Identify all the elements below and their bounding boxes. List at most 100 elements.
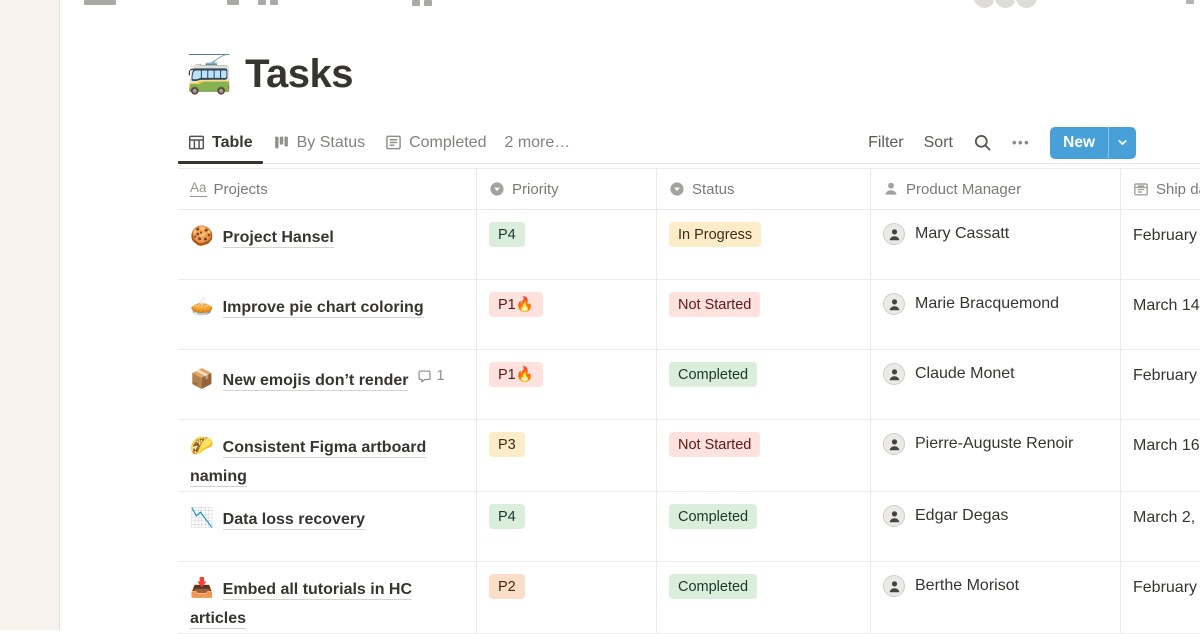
tab-label: Completed [409,133,487,151]
avatar [883,433,905,455]
status-tag[interactable]: Completed [669,504,758,529]
status-tag[interactable]: Not Started [669,292,761,317]
tab-label: By Status [296,133,366,151]
page-title[interactable]: Tasks [245,52,354,96]
priority-cell[interactable]: P3 [476,420,656,492]
page-emoji-icon: 🍪 [190,226,214,247]
priority-tag[interactable]: P4 [489,222,525,247]
person-property-icon [885,182,897,195]
topbar-remnant [270,0,278,5]
product-manager-cell[interactable]: Marie Bracquemond [870,280,1120,350]
project-link[interactable]: Embed all tutorials in HC articles [190,581,413,629]
priority-cell[interactable]: P1🔥 [476,350,656,420]
project-cell[interactable]: 🥧 Improve pie chart coloring [178,280,476,350]
status-tag[interactable]: Completed [669,362,758,387]
pm-name: Claude Monet [915,365,1015,382]
search-icon[interactable] [973,133,992,152]
status-cell[interactable]: Completed [656,562,870,634]
priority-cell[interactable]: P4 [476,492,656,562]
table-row: 📦 New emojis don’t render 1 P1🔥 Completed … [178,350,1200,420]
product-manager-cell[interactable]: Pierre-Auguste Renoir [870,420,1120,492]
status-tag[interactable]: Not Started [669,432,761,457]
page-emoji-icon[interactable]: 🚎 [186,54,233,95]
ship-date-cell[interactable]: February [1120,562,1200,634]
column-header-status[interactable]: Status [656,169,870,209]
table-row: 🥧 Improve pie chart coloring P1🔥 Not Star… [178,280,1200,350]
page-emoji-icon: 📉 [190,508,214,529]
topbar-remnant [424,0,432,6]
select-property-icon [670,182,684,196]
select-property-icon [490,182,504,196]
page-emoji-icon: 📥 [190,578,214,599]
filter-button[interactable]: Filter [868,133,904,151]
product-manager-cell[interactable]: Claude Monet [870,350,1120,420]
ship-date-cell[interactable]: February [1120,350,1200,420]
pm-name: Berthe Morisot [915,577,1020,594]
column-label: Product Manager [906,180,1022,198]
project-link[interactable]: Project Hansel [222,229,334,248]
status-cell[interactable]: Not Started [656,280,870,350]
page-emoji-icon: 🥧 [190,296,214,317]
column-header-priority[interactable]: Priority [476,169,656,209]
project-cell[interactable]: 📥 Embed all tutorials in HC articles [178,562,476,634]
column-label: Priority [512,180,559,198]
tab-label: 2 more… [504,133,571,151]
comment-badge[interactable]: 1 [417,362,445,391]
project-link[interactable]: Improve pie chart coloring [222,299,424,318]
priority-tag[interactable]: P3 [489,432,525,457]
table-row: 🍪 Project Hansel P4 In Progress Mary Cass… [178,210,1200,280]
priority-tag[interactable]: P1🔥 [489,292,543,317]
calendar-property-icon [1134,183,1148,196]
project-cell[interactable]: 📉 Data loss recovery [178,492,476,562]
project-link[interactable]: Consistent Figma artboard naming [190,439,427,487]
status-cell[interactable]: In Progress [656,210,870,280]
project-cell[interactable]: 🌮 Consistent Figma artboard naming [178,420,476,492]
topbar-avatar-clipped [1014,0,1039,10]
tab-table[interactable]: Table [178,122,263,164]
product-manager-cell[interactable]: Edgar Degas [870,492,1120,562]
tab-completed[interactable]: Completed [375,122,496,163]
pm-name: Marie Bracquemond [915,295,1060,312]
topbar-remnant [84,0,116,5]
page-emoji-icon: 🌮 [190,436,214,457]
column-header-product-manager[interactable]: Product Manager [870,169,1120,209]
new-button-dropdown[interactable] [1108,126,1136,159]
ship-date-cell[interactable]: March 14 [1120,280,1200,350]
sort-button[interactable]: Sort [923,133,953,151]
status-cell[interactable]: Completed [656,350,870,420]
ship-date-cell[interactable]: March 2, [1120,492,1200,562]
priority-tag[interactable]: P4 [489,504,525,529]
project-link[interactable]: Data loss recovery [222,511,365,530]
comment-icon [418,370,432,383]
title-property-icon: Aa [190,180,207,197]
project-cell[interactable]: 🍪 Project Hansel [178,210,476,280]
collapsed-sidebar [0,0,60,630]
new-button[interactable]: New [1050,126,1136,159]
project-link[interactable]: New emojis don’t render [222,372,409,391]
pm-name: Pierre-Auguste Renoir [915,435,1074,452]
more-options-button[interactable]: ••• [1011,135,1031,150]
avatar [883,505,905,527]
tab-by-status[interactable]: By Status [263,122,375,163]
status-cell[interactable]: Not Started [656,420,870,492]
board-view-icon [273,134,290,151]
new-button-label[interactable]: New [1063,133,1095,151]
ship-date-cell[interactable]: February [1120,210,1200,280]
priority-tag[interactable]: P1🔥 [489,362,543,387]
column-header-projects[interactable]: Aa Projects [178,169,476,209]
product-manager-cell[interactable]: Berthe Morisot [870,562,1120,634]
product-manager-cell[interactable]: Mary Cassatt [870,210,1120,280]
status-cell[interactable]: Completed [656,492,870,562]
priority-tag[interactable]: P2 [489,574,525,599]
status-tag[interactable]: Completed [669,574,758,599]
ship-date-cell[interactable]: March 16 [1120,420,1200,492]
column-header-ship-date[interactable]: Ship date [1120,169,1200,209]
status-tag[interactable]: In Progress [669,222,762,247]
priority-cell[interactable]: P2 [476,562,656,634]
project-cell[interactable]: 📦 New emojis don’t render 1 [178,350,476,420]
priority-cell[interactable]: P1🔥 [476,280,656,350]
priority-cell[interactable]: P4 [476,210,656,280]
tab-more-views[interactable]: 2 more… [496,122,580,163]
page-header: 🚎 Tasks [186,52,354,97]
table-row: 🌮 Consistent Figma artboard naming P3 Not… [178,420,1200,492]
